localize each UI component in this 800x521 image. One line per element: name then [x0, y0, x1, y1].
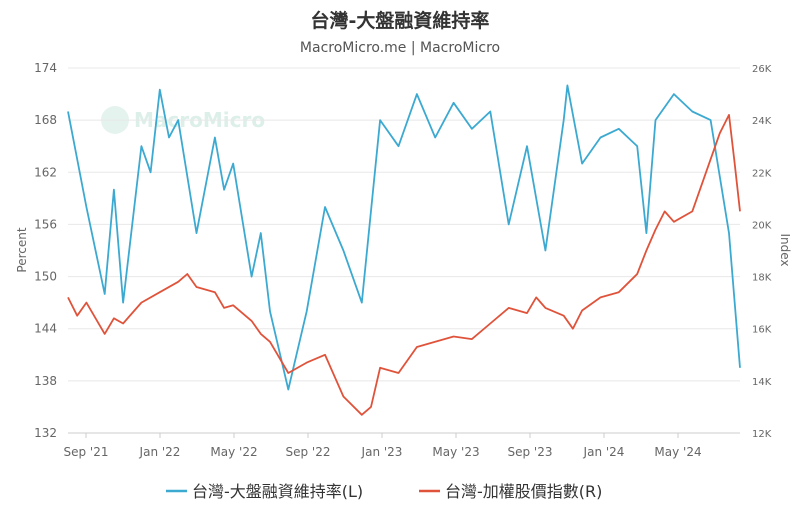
- left-axis-ticks: 174 168 162 156 150 144 138 132: [34, 61, 57, 440]
- series-layer: [67, 84, 741, 416]
- chart-title: 台灣-大盤融資維持率: [311, 9, 490, 32]
- x-tick-label: Sep '21: [64, 445, 109, 459]
- x-tick-label: May '24: [654, 445, 701, 459]
- x-tick-label: May '22: [210, 445, 257, 459]
- series-line-taiex: [67, 114, 741, 416]
- x-tick-label: Sep '22: [286, 445, 331, 459]
- left-tick-label: 174: [34, 61, 57, 75]
- x-axis-ticks: Sep '21 Jan '22 May '22 Sep '22 Jan '23 May '…: [64, 433, 702, 459]
- x-tick-label: Jan '23: [361, 445, 403, 459]
- left-axis-title: Percent: [15, 227, 29, 272]
- series-line-margin-ratio: [67, 84, 741, 391]
- legend-item-margin-ratio[interactable]: 台灣-大盤融資維持率(L): [166, 482, 363, 501]
- left-tick-label: 144: [34, 322, 57, 336]
- right-tick-label: 18K: [752, 273, 772, 284]
- legend-label-taiex: 台灣-加權股價指數(R): [445, 482, 602, 501]
- legend-label-margin-ratio: 台灣-大盤融資維持率(L): [192, 482, 363, 501]
- left-tick-label: 156: [34, 217, 57, 231]
- right-tick-label: 22K: [752, 168, 772, 179]
- left-tick-label: 150: [34, 270, 57, 284]
- x-tick-label: Sep '23: [508, 445, 553, 459]
- x-tick-label: Jan '22: [139, 445, 181, 459]
- x-tick-label: May '23: [432, 445, 479, 459]
- left-tick-label: 168: [34, 113, 57, 127]
- chart-subtitle: MacroMicro.me | MacroMicro: [300, 40, 500, 56]
- right-tick-label: 12K: [752, 429, 772, 440]
- right-tick-label: 26K: [752, 64, 772, 75]
- left-tick-label: 138: [34, 374, 57, 388]
- right-tick-label: 24K: [752, 116, 772, 127]
- right-axis-title: Index: [778, 233, 792, 266]
- grid: [68, 67, 740, 434]
- right-tick-label: 20K: [752, 220, 772, 231]
- right-tick-label: 16K: [752, 325, 772, 336]
- legend: 台灣-大盤融資維持率(L) 台灣-加權股價指數(R): [166, 482, 602, 501]
- left-tick-label: 162: [34, 165, 57, 179]
- x-tick-label: Jan '24: [583, 445, 625, 459]
- right-axis-ticks: 26K 24K 22K 20K 18K 16K 14K 12K: [752, 64, 772, 440]
- right-tick-label: 14K: [752, 377, 772, 388]
- legend-item-taiex[interactable]: 台灣-加權股價指數(R): [419, 482, 602, 501]
- left-tick-label: 132: [34, 426, 57, 440]
